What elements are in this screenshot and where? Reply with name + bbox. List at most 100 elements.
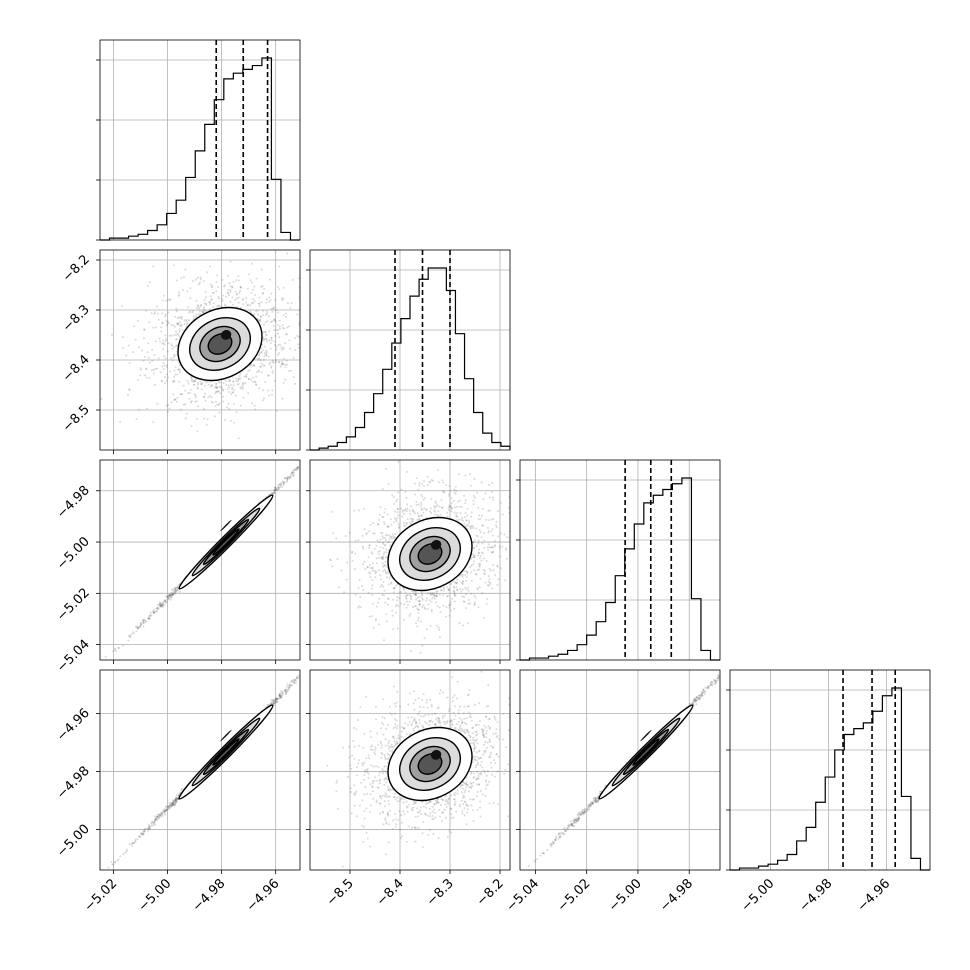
scatter-point bbox=[260, 351, 263, 353]
scatter-point bbox=[288, 475, 291, 478]
scatter-point bbox=[295, 677, 298, 680]
scatter-point bbox=[197, 383, 199, 386]
scatter-point bbox=[351, 550, 354, 553]
scatter-point bbox=[464, 474, 467, 477]
scatter-point bbox=[197, 313, 200, 316]
scatter-point bbox=[385, 539, 387, 542]
scatter-point bbox=[175, 338, 178, 341]
scatter-point bbox=[288, 684, 291, 687]
scatter-point bbox=[498, 545, 501, 548]
scatter-point bbox=[156, 367, 159, 370]
scatter-point bbox=[474, 496, 477, 499]
scatter-point bbox=[265, 352, 268, 355]
scatter-point bbox=[391, 494, 394, 497]
scatter-point bbox=[272, 702, 275, 705]
scatter-point bbox=[137, 627, 139, 630]
scatter-point bbox=[203, 308, 206, 311]
scatter-point bbox=[411, 510, 414, 513]
scatter-point bbox=[147, 356, 150, 359]
scatter-point bbox=[466, 507, 469, 510]
scatter-point bbox=[248, 273, 251, 276]
scatter-point bbox=[396, 507, 399, 510]
scatter-point bbox=[172, 591, 175, 593]
panel-3-0 bbox=[96, 650, 324, 874]
scatter-point bbox=[215, 390, 218, 393]
scatter-point bbox=[389, 544, 391, 547]
scatter-point bbox=[162, 600, 165, 603]
scatter-point bbox=[311, 452, 313, 454]
scatter-point bbox=[234, 298, 237, 301]
scatter-point bbox=[379, 585, 382, 588]
scatter-point bbox=[258, 296, 261, 299]
scatter-point bbox=[160, 605, 163, 607]
scatter-point bbox=[139, 623, 142, 626]
scatter-point bbox=[178, 380, 181, 383]
scatter-point bbox=[279, 483, 282, 486]
scatter-point bbox=[371, 584, 374, 587]
scatter-point bbox=[203, 395, 206, 398]
scatter-point bbox=[270, 492, 273, 495]
scatter-point bbox=[398, 526, 401, 529]
scatter-point bbox=[111, 334, 113, 336]
scatter-point bbox=[270, 366, 273, 369]
scatter-point bbox=[433, 505, 436, 508]
scatter-point bbox=[285, 476, 288, 479]
scatter-point bbox=[163, 812, 165, 815]
scatter-point bbox=[170, 804, 173, 807]
scatter-point bbox=[522, 557, 524, 559]
scatter-point bbox=[265, 354, 268, 357]
scatter-point bbox=[174, 798, 177, 801]
scatter-point bbox=[265, 301, 268, 304]
scatter-point bbox=[272, 325, 275, 327]
scatter-point bbox=[382, 543, 385, 545]
scatter-point bbox=[216, 274, 219, 277]
scatter-point bbox=[469, 566, 472, 568]
scatter-point bbox=[473, 546, 476, 549]
scatter-point bbox=[430, 479, 433, 481]
scatter-point bbox=[138, 835, 141, 838]
scatter-point bbox=[200, 388, 203, 391]
scatter-point bbox=[279, 694, 282, 697]
scatter-point bbox=[164, 601, 167, 604]
scatter-point bbox=[228, 380, 231, 383]
scatter-point bbox=[128, 362, 131, 365]
scatter-point bbox=[159, 340, 162, 343]
scatter-point bbox=[431, 479, 434, 482]
scatter-point bbox=[165, 365, 168, 368]
scatter-point bbox=[429, 591, 432, 594]
scatter-point bbox=[184, 403, 187, 406]
scatter-point bbox=[453, 591, 456, 594]
scatter-point bbox=[406, 507, 409, 510]
scatter-point bbox=[298, 336, 300, 338]
scatter-point bbox=[180, 393, 183, 396]
scatter-point bbox=[309, 666, 311, 668]
scatter-point bbox=[372, 522, 374, 524]
scatter-point bbox=[270, 307, 273, 310]
scatter-point bbox=[296, 313, 299, 316]
histogram-step-2 bbox=[520, 477, 720, 661]
scatter-point bbox=[137, 408, 140, 411]
scatter-point bbox=[176, 586, 179, 589]
scatter-point bbox=[155, 610, 158, 613]
scatter-point bbox=[488, 509, 491, 512]
scatter-point bbox=[336, 558, 339, 560]
scatter-point bbox=[192, 379, 195, 382]
scatter-point bbox=[175, 330, 177, 333]
scatter-point bbox=[291, 278, 294, 281]
scatter-point bbox=[392, 587, 395, 590]
scatter-point bbox=[160, 605, 163, 608]
scatter-point bbox=[215, 382, 218, 385]
scatter-point bbox=[490, 530, 493, 533]
scatter-point bbox=[176, 586, 179, 589]
scatter-point bbox=[278, 352, 280, 354]
scatter-point bbox=[114, 861, 117, 863]
scatter-point bbox=[450, 510, 453, 513]
scatter-point bbox=[243, 375, 246, 378]
scatter-point bbox=[367, 546, 370, 549]
scatter-point bbox=[423, 507, 426, 510]
scatter-point bbox=[387, 482, 390, 485]
scatter-point bbox=[224, 305, 227, 307]
scatter-point bbox=[322, 650, 324, 652]
scatter-point bbox=[467, 602, 470, 605]
scatter-point bbox=[202, 280, 205, 283]
